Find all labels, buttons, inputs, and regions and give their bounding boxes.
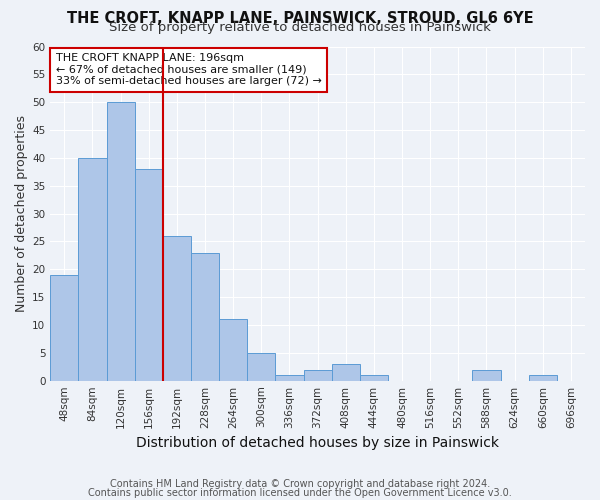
Bar (219, 320, 247, 380)
Text: Contains HM Land Registry data © Crown copyright and database right 2024.: Contains HM Land Registry data © Crown c… (110, 479, 490, 489)
Bar (50, 275, 79, 380)
Bar (275, 375, 304, 380)
Text: THE CROFT, KNAPP LANE, PAINSWICK, STROUD, GL6 6YE: THE CROFT, KNAPP LANE, PAINSWICK, STROUD… (67, 11, 533, 26)
Bar (163, 236, 191, 380)
Bar (79, 158, 107, 380)
Bar (107, 102, 135, 380)
Bar (135, 169, 163, 380)
Bar (247, 353, 275, 380)
Bar (191, 252, 219, 380)
Bar (304, 370, 332, 380)
X-axis label: Distribution of detached houses by size in Painswick: Distribution of detached houses by size … (136, 436, 499, 450)
Y-axis label: Number of detached properties: Number of detached properties (15, 115, 28, 312)
Text: Contains public sector information licensed under the Open Government Licence v3: Contains public sector information licen… (88, 488, 512, 498)
Text: Size of property relative to detached houses in Painswick: Size of property relative to detached ho… (109, 22, 491, 35)
Bar (360, 375, 388, 380)
Text: THE CROFT KNAPP LANE: 196sqm
← 67% of detached houses are smaller (149)
33% of s: THE CROFT KNAPP LANE: 196sqm ← 67% of de… (56, 53, 322, 86)
Bar (529, 375, 557, 380)
Bar (332, 364, 360, 380)
Bar (472, 370, 500, 380)
